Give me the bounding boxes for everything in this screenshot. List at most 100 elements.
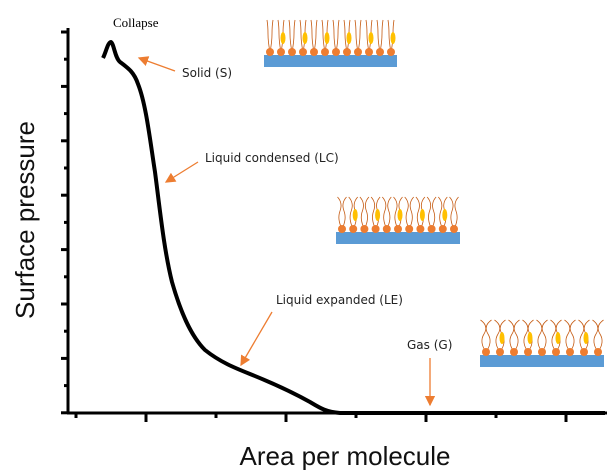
- tail: [269, 19, 274, 53]
- headgroup: [510, 348, 518, 356]
- tail: [426, 196, 432, 230]
- headgroup: [394, 225, 402, 233]
- tail: [393, 196, 399, 230]
- tail: [431, 196, 437, 230]
- tail: [357, 19, 362, 53]
- tail: [313, 19, 318, 53]
- tail: [564, 319, 571, 353]
- ticks: [61, 30, 568, 422]
- tail: [508, 319, 515, 353]
- tail: [348, 196, 354, 230]
- isotherm-curve: [101, 40, 605, 415]
- tail: [321, 19, 326, 53]
- headgroup: [427, 225, 436, 233]
- tail: [494, 319, 501, 353]
- substrate: [336, 232, 460, 244]
- tail: [578, 319, 585, 353]
- headgroup: [538, 348, 546, 356]
- headgroup: [349, 225, 358, 233]
- headgroup: [371, 225, 380, 233]
- headgroup: [594, 348, 602, 356]
- headgroup: [580, 348, 588, 356]
- cholesterol: [280, 32, 286, 44]
- x-axis-label: Area per molecule: [240, 441, 451, 470]
- arrow: [137, 56, 176, 72]
- tail: [299, 19, 304, 53]
- headgroup: [376, 48, 384, 56]
- headgroup: [338, 225, 346, 233]
- y-axis-label: Surface pressure: [10, 121, 40, 319]
- tail: [288, 19, 293, 53]
- substrate: [264, 55, 397, 67]
- tail: [513, 319, 520, 353]
- le-label: Liquid expanded (LE): [276, 293, 403, 307]
- tail: [453, 196, 459, 230]
- tail: [480, 319, 487, 353]
- tail: [597, 319, 604, 353]
- tail: [569, 319, 576, 353]
- headgroup: [343, 48, 351, 56]
- cholesterol: [368, 32, 374, 44]
- headgroup: [288, 48, 296, 56]
- tail: [365, 19, 370, 53]
- headgroup: [552, 348, 560, 356]
- cholesterol: [302, 32, 308, 44]
- tail: [404, 196, 410, 230]
- headgroup: [266, 48, 274, 56]
- headgroup: [321, 48, 329, 56]
- tail: [277, 19, 282, 53]
- tail: [541, 319, 548, 353]
- tail: [438, 196, 444, 230]
- cholesterol: [499, 332, 505, 344]
- solid-label: Solid (S): [182, 66, 232, 80]
- lc-label: Liquid condensed (LC): [205, 151, 339, 165]
- cholesterol: [419, 209, 425, 221]
- tail: [387, 19, 392, 53]
- tail: [386, 196, 392, 230]
- headgroup: [360, 225, 369, 233]
- tail: [485, 319, 492, 353]
- substrate: [480, 355, 604, 367]
- cholesterol: [527, 332, 533, 344]
- tail: [291, 19, 296, 53]
- tail: [354, 19, 359, 53]
- tail: [592, 319, 599, 353]
- molecule-illustrations: [264, 19, 604, 367]
- tail: [343, 19, 348, 53]
- tail: [408, 196, 414, 230]
- headgroup: [365, 48, 373, 56]
- arrow: [164, 161, 199, 183]
- collapse-label: Collapse: [113, 15, 159, 30]
- headgroup: [496, 348, 504, 356]
- headgroup: [277, 48, 285, 56]
- cholesterol: [324, 32, 330, 44]
- arrow: [240, 311, 273, 367]
- tail: [370, 196, 376, 230]
- cholesterol: [390, 32, 396, 44]
- cholesterol: [375, 209, 381, 221]
- tail: [550, 319, 557, 353]
- headgroup: [299, 48, 307, 56]
- cholesterol: [352, 209, 358, 221]
- cholesterol: [555, 332, 561, 344]
- headgroup: [310, 48, 318, 56]
- headgroup: [332, 48, 340, 56]
- tail: [310, 19, 315, 53]
- cholesterol: [397, 209, 403, 221]
- cholesterol: [583, 332, 589, 344]
- tail: [364, 196, 370, 230]
- tail: [382, 196, 388, 230]
- headgroup: [387, 48, 395, 56]
- headgroup: [382, 225, 391, 233]
- headgroup: [524, 348, 532, 356]
- tail: [335, 19, 340, 53]
- headgroup: [482, 348, 490, 356]
- headgroup: [416, 225, 425, 233]
- tail: [449, 196, 455, 230]
- tail: [376, 19, 381, 53]
- tail: [415, 196, 421, 230]
- headgroup: [438, 225, 447, 233]
- tail: [332, 19, 337, 53]
- tail: [359, 196, 365, 230]
